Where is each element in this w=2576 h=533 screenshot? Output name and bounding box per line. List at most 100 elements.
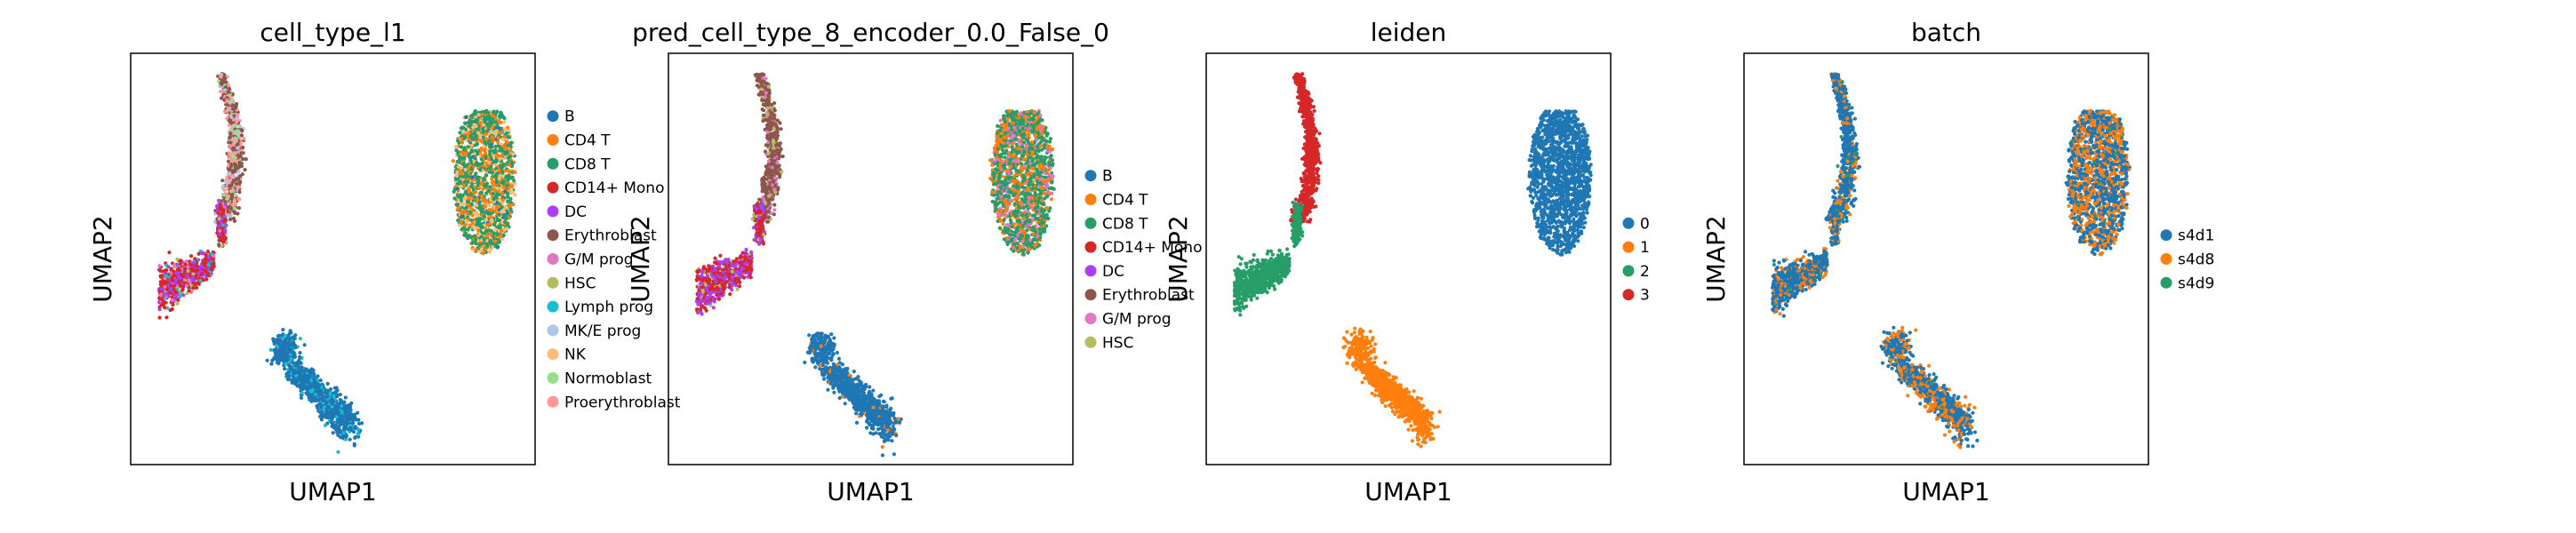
scatter-point [226, 210, 230, 214]
scatter-point [163, 268, 167, 273]
scatter-point [770, 165, 774, 170]
scatter-point [227, 214, 231, 219]
scatter-point [164, 280, 169, 284]
scatter-point [492, 187, 496, 192]
scatter-point [493, 120, 498, 124]
scatter-point [222, 193, 227, 197]
scatter-point [484, 115, 489, 119]
scatter-point [759, 81, 764, 85]
scatter-point [283, 367, 287, 371]
scatter-point [496, 136, 500, 140]
scatter-point [491, 110, 496, 115]
scatter-point [239, 133, 244, 138]
scatter-point [475, 142, 479, 147]
scatter-point [484, 164, 489, 169]
scatter-point [228, 136, 232, 140]
legend-marker [547, 134, 559, 146]
scatter-point [462, 134, 468, 139]
scatter-point [312, 374, 316, 378]
scatter-point [765, 133, 770, 138]
cluster-top-right-blob [451, 108, 517, 256]
scatter-point [225, 196, 229, 201]
scatter-point [331, 425, 336, 429]
scatter-point [762, 108, 766, 113]
scatter-point [451, 159, 455, 163]
scatter-point [228, 204, 232, 209]
scatter-point [165, 287, 170, 291]
scatter-point [236, 131, 241, 136]
scatter-point [475, 161, 479, 165]
legend-label: CD8 T [564, 155, 611, 173]
scatter-point [232, 151, 236, 155]
scatter-point [234, 129, 238, 133]
scatter-point [324, 407, 329, 411]
legend-marker [547, 348, 559, 361]
scatter-point [332, 394, 336, 398]
scatter-point [188, 279, 192, 283]
scatter-point [184, 283, 189, 288]
legend-label: HSC [564, 274, 596, 292]
scatter-point [502, 219, 508, 225]
scatter-point [456, 139, 460, 143]
legend-label: CD4 T [564, 132, 611, 150]
scatter-point [480, 195, 484, 199]
legend-label: NK [564, 346, 587, 364]
scatter-point [491, 114, 495, 118]
scatter-point [243, 168, 247, 172]
scatter-point [318, 378, 323, 383]
y-axis-label: UMAP2 [88, 215, 117, 303]
scatter-point [459, 166, 463, 171]
scatter-point [288, 329, 292, 333]
scatter-point [478, 138, 483, 142]
scatter-point [311, 368, 316, 372]
scatter-point [233, 199, 237, 203]
scatter-point [228, 155, 232, 160]
scatter-point [167, 251, 172, 255]
scatter-point [338, 393, 342, 397]
scatter-point [772, 139, 776, 143]
scatter-point [288, 364, 292, 369]
scatter-point [488, 211, 492, 216]
scatter-point [501, 210, 506, 214]
scatter-point [776, 143, 780, 147]
scatter-point [497, 212, 501, 217]
scatter-point [334, 415, 339, 419]
scatter-point [490, 135, 494, 139]
scatter-point [228, 168, 232, 172]
scatter-point [331, 431, 335, 435]
scatter-point [228, 106, 232, 110]
scatter-point [475, 137, 479, 141]
scatter-point [490, 171, 494, 175]
scatter-point [228, 131, 233, 136]
scatter-point [488, 149, 492, 154]
scatter-point [299, 383, 303, 387]
scatter-point [462, 121, 468, 125]
scatter-point [491, 125, 495, 130]
scatter-point [157, 264, 162, 268]
scatter-point [484, 155, 488, 159]
scatter-point [503, 214, 508, 219]
scatter-point [770, 183, 775, 187]
scatter-point [191, 286, 196, 290]
scatter-point [481, 231, 485, 235]
scatter-point [500, 198, 506, 203]
scatter-point [455, 159, 460, 163]
scatter-point [233, 206, 237, 211]
scatter-point [172, 263, 177, 267]
scatter-point [269, 362, 274, 366]
scatter-point [299, 372, 303, 377]
legend-label: MK/E prog [564, 322, 641, 340]
scatter-point [505, 192, 510, 196]
scatter-point [170, 298, 174, 302]
scatter-point [183, 266, 188, 271]
scatter-point [505, 227, 509, 231]
scatter-point [469, 167, 474, 171]
panel-title: pred_cell_type_8_encoder_0.0_False_0 [632, 18, 1109, 47]
scatter-point [221, 232, 226, 237]
scatter-point [464, 172, 468, 177]
scatter-point [510, 162, 515, 166]
scatter-point [177, 281, 181, 285]
scatter-point [166, 293, 171, 298]
scatter-point [500, 137, 506, 142]
cluster-top-left-stalk [213, 72, 248, 224]
